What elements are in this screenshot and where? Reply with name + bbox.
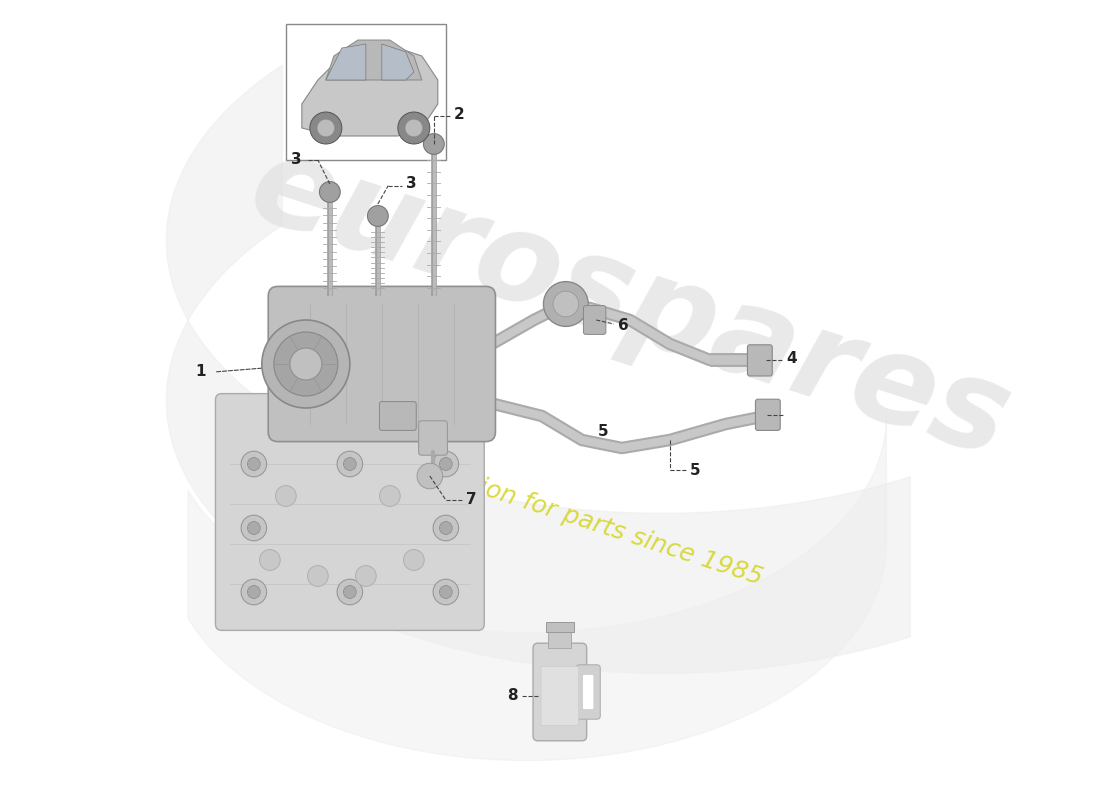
- Text: 5: 5: [597, 425, 608, 439]
- Circle shape: [433, 579, 459, 605]
- Text: 5: 5: [690, 463, 701, 478]
- FancyBboxPatch shape: [379, 402, 416, 430]
- Polygon shape: [326, 44, 366, 80]
- Text: eurospares: eurospares: [235, 124, 1024, 484]
- Circle shape: [260, 550, 280, 570]
- Circle shape: [262, 320, 350, 408]
- Circle shape: [405, 119, 422, 137]
- FancyBboxPatch shape: [747, 345, 772, 376]
- Bar: [286, 24, 446, 160]
- FancyBboxPatch shape: [583, 306, 606, 334]
- Circle shape: [241, 451, 266, 477]
- Circle shape: [337, 579, 363, 605]
- Text: 1: 1: [196, 365, 206, 379]
- Circle shape: [398, 112, 430, 144]
- Circle shape: [248, 586, 261, 598]
- Circle shape: [433, 515, 459, 541]
- Circle shape: [307, 566, 328, 586]
- Circle shape: [417, 463, 442, 489]
- Circle shape: [439, 458, 452, 470]
- Circle shape: [317, 119, 334, 137]
- Circle shape: [310, 112, 342, 144]
- Circle shape: [343, 458, 356, 470]
- Text: 6: 6: [618, 318, 628, 333]
- Text: 4: 4: [785, 351, 796, 366]
- Circle shape: [274, 332, 338, 396]
- Circle shape: [289, 348, 322, 380]
- FancyBboxPatch shape: [534, 643, 586, 741]
- Circle shape: [433, 451, 459, 477]
- Circle shape: [355, 566, 376, 586]
- Circle shape: [248, 522, 261, 534]
- Circle shape: [424, 134, 444, 154]
- Text: 7: 7: [465, 493, 476, 507]
- Circle shape: [337, 451, 363, 477]
- Circle shape: [439, 522, 452, 534]
- Circle shape: [248, 458, 261, 470]
- Polygon shape: [382, 44, 414, 80]
- FancyBboxPatch shape: [583, 674, 594, 710]
- Text: 3: 3: [406, 177, 417, 191]
- Circle shape: [404, 550, 425, 570]
- FancyBboxPatch shape: [756, 399, 780, 430]
- Bar: [546, 622, 574, 632]
- Circle shape: [241, 515, 266, 541]
- FancyBboxPatch shape: [576, 665, 601, 719]
- Text: 8: 8: [507, 689, 518, 703]
- Circle shape: [379, 486, 400, 506]
- Circle shape: [439, 586, 452, 598]
- Text: a passion for parts since 1985: a passion for parts since 1985: [398, 450, 766, 590]
- Polygon shape: [301, 48, 438, 136]
- Text: 3: 3: [292, 153, 301, 167]
- Circle shape: [275, 486, 296, 506]
- FancyBboxPatch shape: [268, 286, 495, 442]
- Circle shape: [343, 586, 356, 598]
- Circle shape: [367, 206, 388, 226]
- Polygon shape: [326, 40, 421, 80]
- Circle shape: [543, 282, 588, 326]
- FancyBboxPatch shape: [419, 421, 448, 455]
- Circle shape: [553, 291, 579, 317]
- Text: 2: 2: [454, 107, 464, 122]
- Circle shape: [319, 182, 340, 202]
- Circle shape: [241, 579, 266, 605]
- FancyBboxPatch shape: [216, 394, 484, 630]
- FancyBboxPatch shape: [541, 666, 579, 726]
- Bar: [548, 630, 571, 648]
